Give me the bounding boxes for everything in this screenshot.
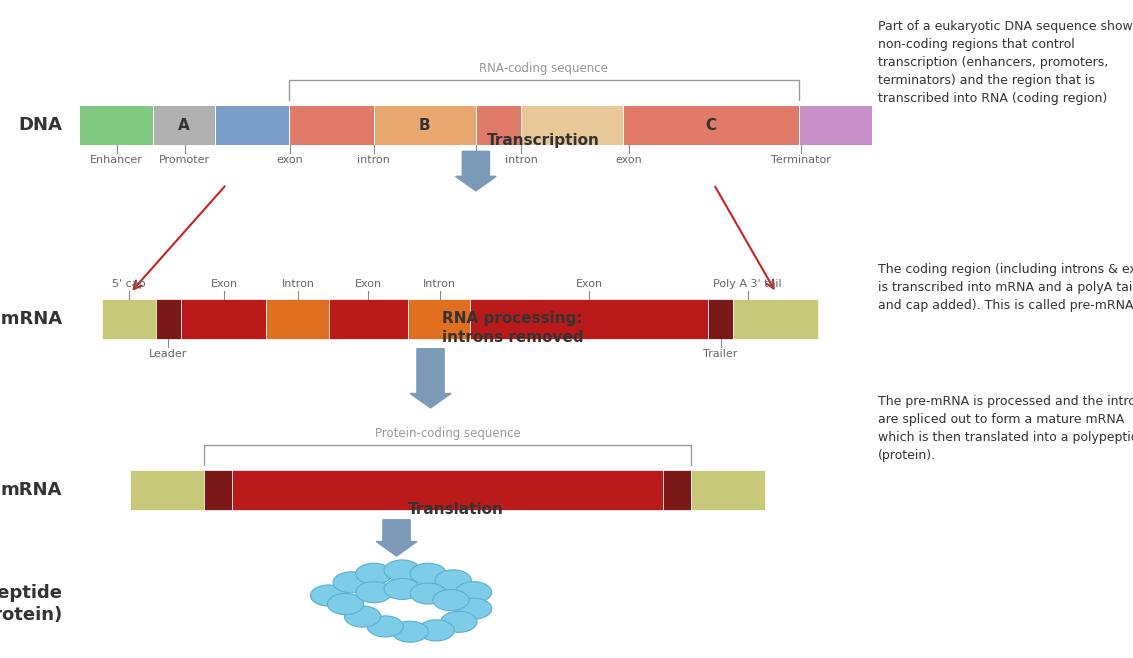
Text: Enhancer: Enhancer (91, 155, 143, 165)
Circle shape (333, 572, 369, 593)
Text: Trailer: Trailer (704, 349, 738, 359)
Text: Terminator: Terminator (772, 155, 830, 165)
Circle shape (410, 563, 446, 584)
Bar (79, 105, 153, 145)
Bar (102, 299, 156, 339)
Text: B: B (419, 118, 431, 132)
Text: The pre-mRNA is processed and the introns
are spliced out to form a mature mRNA
: The pre-mRNA is processed and the intron… (878, 395, 1133, 462)
FancyArrow shape (455, 151, 496, 191)
FancyArrow shape (410, 349, 451, 408)
Text: Exon: Exon (576, 279, 603, 289)
Circle shape (310, 585, 347, 606)
Circle shape (392, 621, 428, 642)
Bar (156, 299, 181, 339)
Text: Protein-coding sequence: Protein-coding sequence (375, 427, 520, 440)
Text: 5' cap: 5' cap (112, 279, 146, 289)
Text: C: C (706, 118, 716, 132)
Circle shape (441, 611, 477, 632)
Bar (232, 470, 663, 510)
Bar (663, 470, 691, 510)
Bar (329, 299, 408, 339)
Bar (181, 299, 266, 339)
Circle shape (344, 606, 381, 627)
Text: Exon: Exon (355, 279, 382, 289)
Circle shape (455, 582, 492, 603)
Bar (708, 299, 733, 339)
Text: exon: exon (276, 155, 304, 165)
Text: Intron: Intron (423, 279, 457, 289)
Text: Leader: Leader (148, 349, 187, 359)
Text: mRNA: mRNA (1, 481, 62, 499)
Text: Exon: Exon (211, 279, 238, 289)
Bar (153, 105, 215, 145)
Text: RNA-coding sequence: RNA-coding sequence (479, 62, 608, 75)
Circle shape (327, 594, 364, 615)
Circle shape (455, 598, 492, 619)
Text: Translation: Translation (408, 501, 504, 517)
Text: Intron: Intron (281, 279, 315, 289)
Text: exon: exon (462, 155, 489, 165)
Text: intron: intron (504, 155, 538, 165)
Bar (130, 470, 204, 510)
Circle shape (356, 582, 392, 603)
Circle shape (418, 620, 454, 641)
Text: The coding region (including introns & exons
is transcribed into mRNA and a poly: The coding region (including introns & e… (878, 263, 1133, 312)
Bar (733, 299, 818, 339)
Text: Part of a eukaryotic DNA sequence showing
non-coding regions that control
transc: Part of a eukaryotic DNA sequence showin… (878, 20, 1133, 105)
Bar (623, 105, 799, 145)
Text: intron: intron (357, 155, 391, 165)
Bar (266, 299, 329, 339)
Text: exon: exon (615, 155, 642, 165)
Bar (374, 105, 476, 145)
Text: Transcription: Transcription (487, 133, 600, 148)
Bar (204, 470, 232, 510)
Bar (289, 105, 374, 145)
Text: DNA: DNA (18, 116, 62, 134)
Circle shape (384, 560, 420, 581)
Bar (799, 105, 872, 145)
Text: Poly A 3' tail: Poly A 3' tail (714, 279, 782, 289)
Bar (215, 105, 289, 145)
Bar (476, 105, 521, 145)
Circle shape (356, 563, 392, 584)
Text: Polypeptide
(protein): Polypeptide (protein) (0, 584, 62, 624)
Bar (691, 470, 765, 510)
Circle shape (410, 583, 446, 604)
Text: RNA processing:
introns removed: RNA processing: introns removed (442, 311, 583, 345)
Text: A: A (178, 118, 190, 132)
Circle shape (384, 578, 420, 599)
Bar (408, 299, 470, 339)
FancyArrow shape (376, 520, 417, 556)
Text: Pre-mRNA: Pre-mRNA (0, 310, 62, 328)
Circle shape (367, 616, 403, 637)
Bar (470, 299, 708, 339)
Text: Promoter: Promoter (159, 155, 211, 165)
Circle shape (435, 570, 471, 591)
Bar (521, 105, 623, 145)
Circle shape (433, 590, 469, 611)
